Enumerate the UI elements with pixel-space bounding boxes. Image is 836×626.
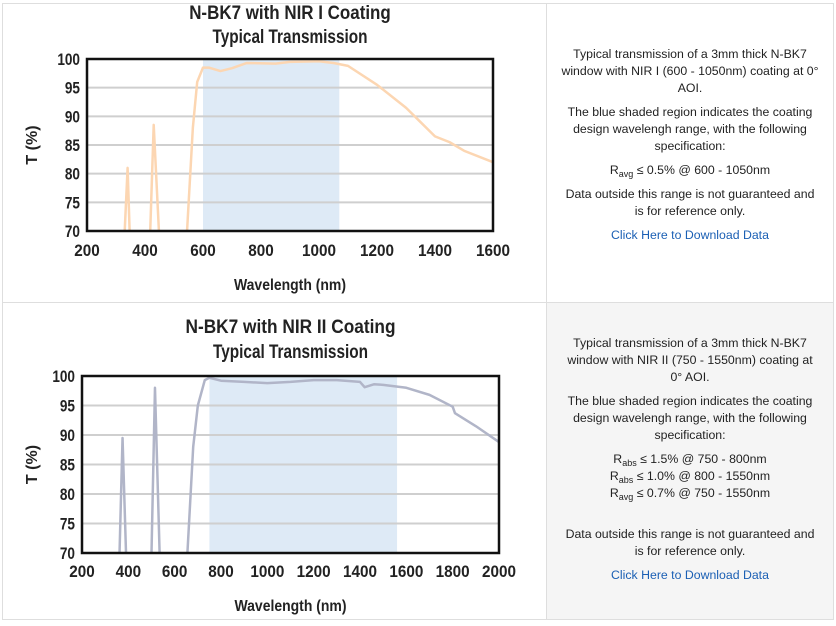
x-tick-label: 1200	[360, 241, 394, 260]
y-tick-label: 70	[65, 223, 80, 242]
description: Typical transmission of a 3mm thick N-BK…	[561, 47, 819, 95]
x-axis-label: Wavelength (nm)	[234, 277, 346, 294]
chart-cell-nir2: 70 75 80 85 90 95 100 200 400 600 800 1000 1200 1400 1…	[2, 302, 547, 620]
x-axis-label: Wavelength (nm)	[235, 598, 347, 615]
x-tick-label: 1800	[436, 562, 470, 581]
spec-line: Ravg ≤ 0.7% @ 750 - 1550nm	[609, 486, 771, 502]
spec-line: Ravg ≤ 0.5% @ 600 - 1050nm	[609, 163, 771, 179]
transmission-curve	[123, 166, 131, 232]
plot-frame	[80, 374, 501, 555]
y-tick-label: 90	[60, 427, 75, 446]
y-axis-label: T (%)	[24, 445, 41, 484]
x-tick-label: 200	[74, 241, 100, 260]
y-tick-label: 80	[60, 486, 75, 505]
spec-line: Rabs ≤ 1.0% @ 800 - 1550nm	[609, 469, 771, 485]
y-tick-label: 85	[60, 456, 76, 475]
spec-line: Rabs ≤ 1.5% @ 750 - 800nm	[613, 452, 767, 468]
y-tick-label: 85	[65, 137, 81, 156]
info-panel-nir1: Typical transmission of a 3mm thick N-BK…	[546, 3, 834, 303]
x-tick-label: 1200	[297, 562, 331, 581]
y-tick-label: 75	[60, 515, 76, 534]
y-tick-label: 95	[60, 397, 76, 416]
chart-nir2: 70 75 80 85 90 95 100 200 400 600 800 1000 1200 1400 1…	[24, 317, 516, 615]
transmission-curve	[150, 386, 161, 554]
transmission-curve	[186, 376, 500, 554]
info-panel-nir2: Typical transmission of a 3mm thick N-BK…	[546, 302, 834, 620]
chart-cell-nir1: 70 75 80 85 90 95 100 200 400 600 800 1000 1200 1400 1…	[2, 3, 547, 303]
y-tick-label: 95	[65, 79, 81, 98]
x-tick-label: 1600	[476, 241, 510, 260]
y-tick-label: 100	[52, 368, 75, 387]
x-tick-label: 800	[248, 241, 274, 260]
disclaimer: Data outside this range is not guarantee…	[565, 527, 815, 558]
disclaimer: Data outside this range is not guarantee…	[565, 187, 815, 218]
x-tick-label: 600	[190, 241, 216, 260]
download-data-link[interactable]: Click Here to Download Data	[611, 568, 769, 582]
x-tick-label: 1000	[250, 562, 284, 581]
chart-subtitle: Typical Transmission	[213, 342, 368, 363]
shaded-note: The blue shaded region indicates the coa…	[567, 394, 813, 442]
shaded-note: The blue shaded region indicates the coa…	[567, 105, 813, 153]
x-tick-label: 400	[132, 241, 158, 260]
chart-subtitle: Typical Transmission	[213, 27, 368, 48]
y-tick-label: 70	[60, 545, 75, 564]
transmission-curve	[118, 436, 128, 554]
x-tick-label: 1400	[343, 562, 377, 581]
x-tick-label: 2000	[482, 562, 516, 581]
x-tick-label: 200	[69, 562, 95, 581]
chart-title: N-BK7 with NIR I Coating	[189, 4, 391, 24]
y-axis-label: T (%)	[24, 125, 41, 164]
chart-title: N-BK7 with NIR II Coating	[186, 317, 396, 338]
download-data-link[interactable]: Click Here to Download Data	[611, 228, 769, 242]
y-tick-label: 100	[57, 51, 80, 70]
x-tick-label: 400	[116, 562, 142, 581]
y-tick-label: 75	[65, 194, 81, 213]
transmission-curve	[185, 60, 494, 232]
x-tick-label: 800	[208, 562, 234, 581]
chart-nir1: 70 75 80 85 90 95 100 200 400 600 800 1000 1200 1400 1…	[24, 3, 510, 294]
transmission-curve	[148, 123, 161, 232]
y-tick-label: 80	[65, 165, 80, 184]
plot-frame	[85, 57, 495, 233]
x-tick-label: 1400	[418, 241, 452, 260]
x-tick-label: 600	[162, 562, 188, 581]
y-tick-label: 90	[65, 108, 80, 127]
x-tick-label: 1600	[389, 562, 423, 581]
x-tick-label: 1000	[302, 241, 336, 260]
description: Typical transmission of a 3mm thick N-BK…	[567, 336, 813, 384]
